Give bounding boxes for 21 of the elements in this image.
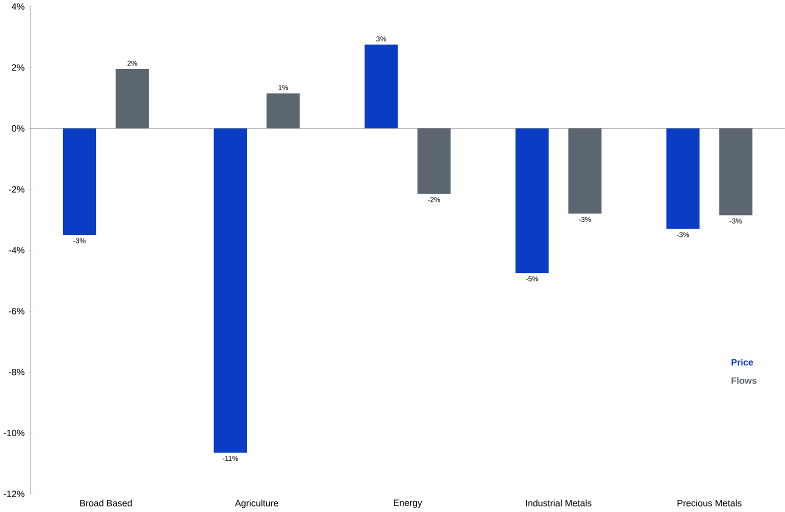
bar (214, 128, 247, 453)
y-tick-label: -10% (4, 430, 24, 436)
y-tick-label: -2% (8, 186, 24, 193)
bar (516, 128, 549, 274)
text: Price (732, 359, 754, 366)
y-tick-label: 0% (12, 125, 24, 132)
y-tick-label: -8% (8, 369, 24, 376)
y-tick-label: -4% (8, 247, 24, 254)
y-tick-label: 2% (12, 64, 24, 71)
bar (364, 44, 398, 129)
bar (666, 128, 700, 230)
y-tick-label: -6% (8, 308, 24, 315)
x-tick-label: Agriculture (234, 500, 278, 508)
x-tick-label: Precious Metals (678, 500, 742, 507)
x-tick-label: Energy (394, 500, 422, 508)
x-tick-label: Broad Based (80, 500, 132, 507)
x-tick-label: Industrial Metals (526, 500, 592, 507)
y-tick-label: 4% (12, 4, 24, 10)
bar (62, 128, 96, 236)
text: Flows (732, 377, 757, 384)
y-tick-label: -12% (4, 490, 24, 498)
